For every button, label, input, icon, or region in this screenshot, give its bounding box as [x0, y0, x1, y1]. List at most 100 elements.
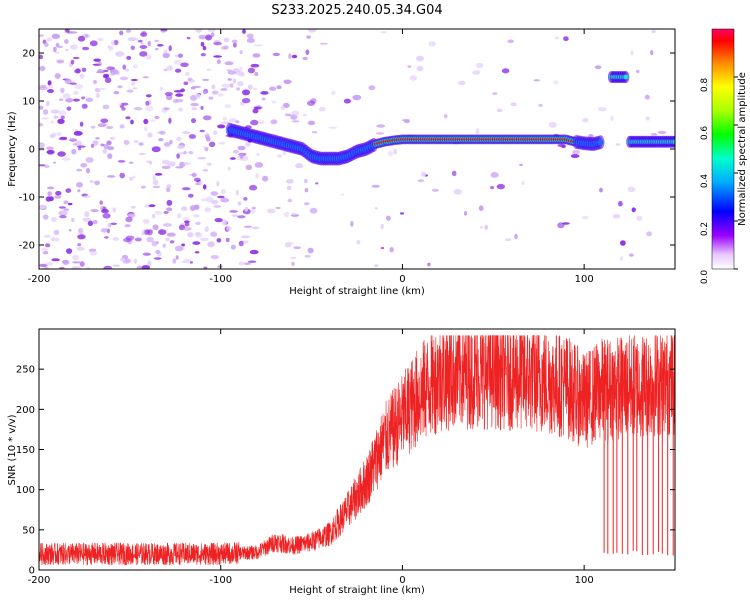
spectrogram-speckle	[182, 131, 191, 135]
spectrogram-speckle	[220, 46, 228, 50]
spectrogram-speckle	[45, 100, 50, 107]
spectrogram-speckle	[202, 78, 210, 81]
spectrogram-speckle	[125, 116, 131, 120]
spectrogram-speckle	[127, 37, 137, 42]
spectrogram-speckle	[108, 45, 114, 51]
spectrogram-speckle	[269, 86, 277, 91]
spectrogram-speckle	[210, 255, 219, 260]
spectrogram-speckle	[46, 186, 55, 190]
spectrogram-speckle	[138, 39, 143, 43]
spectrogram-speckle	[283, 211, 290, 218]
spectrogram-speckle	[244, 206, 248, 212]
spectrogram-speckle	[490, 186, 495, 190]
spectrogram-speckle	[75, 140, 82, 147]
spectrogram-speckle	[178, 151, 185, 155]
spectrogram-speckle	[58, 206, 66, 209]
spectrogram-speckle	[199, 129, 205, 133]
spectrogram-speckle	[183, 81, 189, 86]
spectrogram-speckle	[376, 124, 386, 128]
spectrogram-speckle	[304, 188, 309, 193]
spectrogram-speckle	[380, 31, 387, 34]
spectrogram-speckle	[207, 29, 216, 33]
spectrogram-speckle	[47, 80, 52, 86]
spectrogram-speckle	[104, 236, 109, 239]
spectrogram-speckle	[181, 260, 190, 264]
spectrogram-speckle	[505, 238, 512, 242]
spectrogram-speckle	[141, 265, 151, 269]
spectrogram-speckle	[195, 29, 202, 33]
spectrogram-speckle	[176, 136, 182, 141]
spectrogram-speckle	[97, 69, 103, 73]
spectrogram-speckle	[47, 191, 52, 197]
spectrogram-speckle	[130, 45, 135, 50]
spectrogram-speckle	[184, 222, 190, 227]
spectrogram-speckle	[126, 55, 132, 60]
spectrogram-speckle	[247, 84, 253, 90]
spectrogram-speckle	[72, 56, 80, 60]
spectrogram-speckle	[417, 179, 424, 183]
spectrogram-speckle	[58, 110, 67, 117]
spectrogram-speckle	[113, 39, 119, 46]
spectrogram-speckle	[175, 166, 184, 169]
spectrogram-speckle	[153, 257, 162, 260]
spectrogram-speckle	[147, 40, 151, 47]
spectrogram-speckle	[85, 97, 94, 103]
spectrogram-speckle	[115, 51, 125, 57]
spectrogram-speckle	[132, 175, 136, 179]
spectrogram-speckle	[501, 68, 510, 74]
spectrogram-speckle	[39, 263, 48, 268]
spectrogram-speckle	[55, 190, 62, 196]
spectrogram-speckle	[195, 232, 203, 238]
spectrogram-speckle	[100, 143, 105, 147]
spectrogram-speckle	[154, 115, 160, 120]
spectrogram-speckle	[191, 118, 196, 124]
spectrogram-speckle	[208, 141, 216, 148]
spectrogram-speckle	[51, 132, 57, 138]
spectrogram-speckle	[92, 140, 99, 146]
spectrogram-speckle	[250, 63, 260, 68]
spectrogram-speckle	[97, 37, 104, 42]
spectrogram-speckle	[307, 120, 316, 126]
spectrogram-speckle	[239, 50, 243, 55]
spectrogram-speckle	[69, 82, 77, 85]
spectrogram-speckle	[216, 180, 220, 187]
spectrogram-speckle	[206, 162, 212, 166]
spectrogram-speckle	[210, 32, 215, 38]
spectrogram-speckle	[291, 120, 300, 123]
spectrogram-speckle	[125, 68, 130, 72]
spectrogram-speckle	[243, 262, 252, 266]
spectrogram-speckle	[125, 216, 133, 223]
spectrogram-speckle	[251, 206, 256, 210]
spectrogram-speckle	[496, 183, 505, 190]
spectrogram-speckle	[60, 115, 65, 120]
spectrogram-speckle	[121, 102, 129, 106]
spectrogram-xlabel: Height of straight line (km)	[289, 286, 425, 297]
spectrogram-speckle	[177, 107, 184, 112]
spectrogram-speckle	[582, 118, 589, 123]
spectrogram-speckle	[106, 140, 112, 146]
snr-panel: -200 -100 0 100 0 50 100 150 200 250 Height of st…	[7, 328, 676, 596]
spectrogram-speckle	[247, 67, 255, 74]
spectrogram-speckle	[175, 93, 184, 97]
spectrogram-speckle	[99, 88, 107, 91]
spectrogram-speckle	[650, 49, 654, 56]
spectrogram-speckle	[138, 142, 144, 146]
spectrogram-speckle	[195, 221, 201, 225]
spectrogram-speckle	[211, 84, 216, 90]
spectrogram-speckle	[197, 180, 203, 186]
spectrogram-speckle	[107, 222, 112, 228]
spectrogram-speckle	[51, 33, 60, 39]
spectrogram-speckle	[245, 164, 252, 171]
spectrogram-speckle	[195, 205, 199, 208]
spectrogram-speckle	[177, 213, 182, 219]
spectrogram-speckle	[562, 222, 570, 225]
spectrogram-speckle	[130, 81, 136, 86]
spectrogram-speckle	[248, 260, 257, 263]
spectrogram-speckle	[106, 126, 114, 130]
spectrogram-speckle	[99, 200, 103, 205]
spectrogram-speckle	[39, 105, 44, 110]
spectrogram-speckle	[237, 215, 246, 219]
spectrogram-speckle	[100, 228, 108, 233]
spectrogram-speckle	[240, 101, 245, 106]
spectrogram-speckle	[77, 243, 82, 247]
